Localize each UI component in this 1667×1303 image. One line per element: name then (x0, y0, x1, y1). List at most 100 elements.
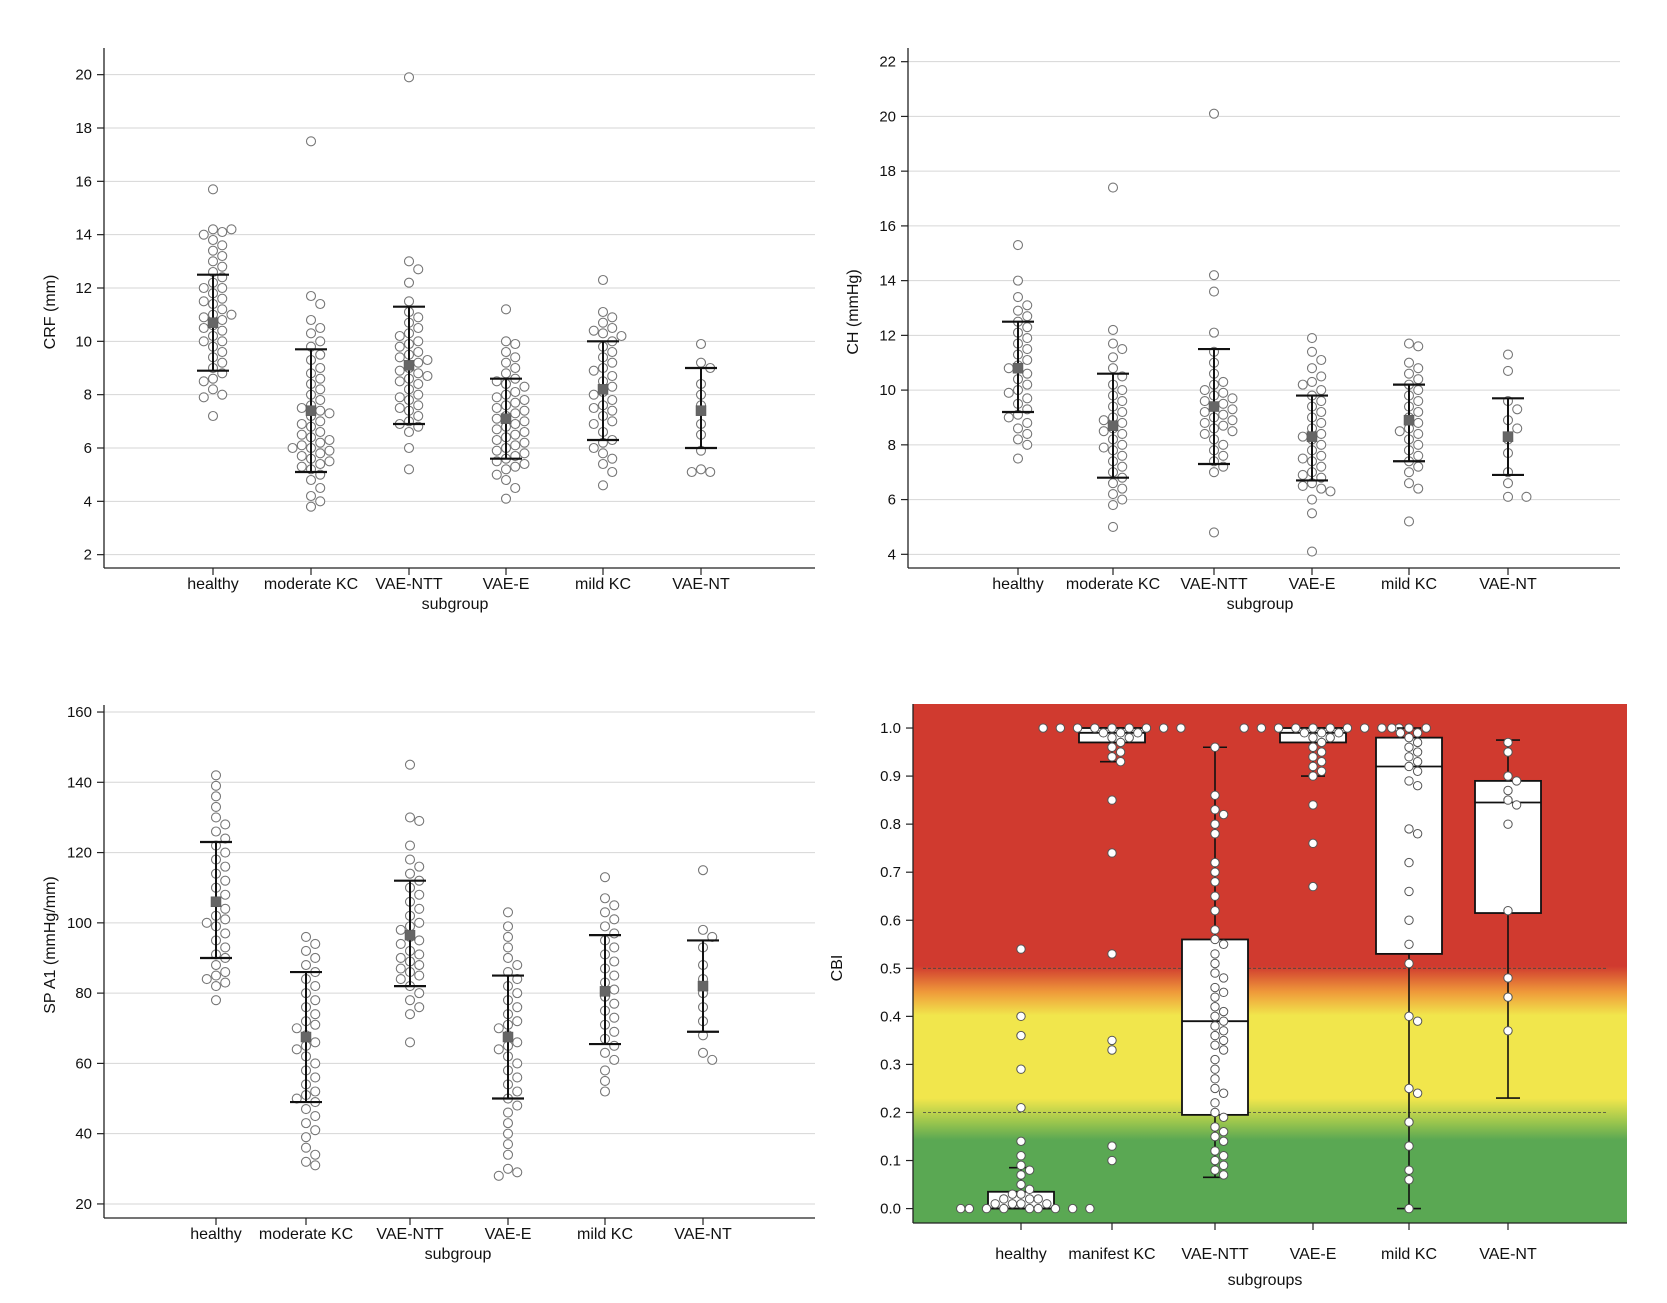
cbi-vae-e-point (1256, 723, 1267, 733)
cbi-healthy-point (1024, 1194, 1035, 1204)
crf-healthy-point (207, 234, 219, 246)
ch-vae-e-point (1316, 385, 1327, 396)
cbi-vae-e-point (1316, 766, 1327, 776)
ch-healthy-point (1022, 322, 1033, 333)
spa1-mild-kc-point (609, 984, 620, 995)
cbi-vae-nt-group (1474, 737, 1542, 1099)
ch-category-label-moderate-kc: moderate KC (1066, 576, 1160, 593)
cbi-vae-ntt-point (1210, 905, 1220, 916)
ch-vae-ntt-point (1199, 428, 1210, 439)
ch-healthy-point (1012, 275, 1024, 286)
cbi-mild-kc-point (1412, 728, 1423, 738)
spa1-vae-e-point (493, 1023, 504, 1034)
crf-healthy-point (198, 296, 209, 307)
crf-healthy-point (217, 336, 228, 347)
crf-moderate-kc-point (315, 458, 326, 470)
crf-mild-kc-point (607, 322, 618, 334)
spa1-mild-kc-point (609, 1012, 620, 1023)
cbi-manifest-kc-point (1072, 723, 1083, 733)
crf-vae-ntt-point (413, 264, 424, 275)
cbi-healthy-point (1016, 1160, 1026, 1171)
crf-healthy-point (217, 304, 228, 315)
ch-mild-kc-point (1413, 363, 1424, 374)
crf-vae-e-point (500, 357, 512, 368)
cbi-vae-e-point (1308, 771, 1318, 781)
ch-vae-nt-point (1502, 491, 1514, 502)
ch-y-tick-label: 8 (888, 437, 896, 454)
cbi-manifest-kc-point (1107, 949, 1117, 959)
ch-healthy-point (1022, 439, 1033, 450)
crf-moderate-kc-point (315, 349, 326, 360)
crf-vae-ntt-point (422, 354, 433, 366)
ch-healthy-point (1012, 240, 1024, 251)
spa1-vae-ntt-mean-marker (404, 929, 416, 941)
spa1-moderate-kc-point (310, 1019, 321, 1030)
crf-category-label-vae-e: VAE-E (483, 576, 530, 593)
spa1-mild-kc-point (609, 928, 620, 939)
crf-moderate-kc-point (315, 437, 326, 448)
cbi-vae-e-point (1308, 742, 1318, 752)
ch-mild-kc-point (1403, 338, 1415, 349)
cbi-vae-ntt-point (1218, 1045, 1229, 1055)
ch-vae-ntt-point (1227, 393, 1238, 404)
spa1-vae-e-point (502, 952, 514, 964)
ch-healthy-point (1022, 417, 1033, 428)
ch-y-tick-label: 14 (879, 273, 896, 290)
cbi-vae-e-point (1239, 723, 1249, 733)
ch-vae-nt-point (1512, 423, 1523, 434)
spa1-healthy-point (210, 826, 222, 837)
crf-vae-e-point (510, 408, 521, 419)
ch-vae-ntt-point (1218, 409, 1229, 420)
cbi-vae-e-point (1359, 723, 1370, 733)
spa1-moderate-kc-point (300, 959, 312, 971)
crf-y-tick-label: 12 (75, 280, 92, 297)
ch-moderate-kc-point (1107, 338, 1119, 349)
ch-vae-nt-point (1521, 491, 1532, 502)
cbi-vae-e-point (1291, 723, 1301, 733)
crf-x-axis-title: subgroup (422, 596, 489, 613)
crf-vae-ntt-point (403, 426, 415, 438)
crf-y-tick-label: 16 (75, 173, 92, 190)
crf-moderate-kc-point (305, 314, 317, 326)
cbi-y-tick-label: 0.1 (880, 1153, 901, 1170)
cbi-vae-e-point (1377, 723, 1387, 733)
crf-vae-e-point (510, 482, 521, 494)
cbi-mild-kc-point (1412, 780, 1423, 791)
crf-y-tick-label: 10 (75, 333, 92, 350)
cbi-vae-ntt-point (1210, 1165, 1220, 1175)
spa1-vae-e-mean-marker (502, 1031, 514, 1043)
cbi-vae-ntt-point (1218, 1006, 1229, 1017)
crf-moderate-kc-point (296, 418, 307, 430)
crf-vae-e-point (519, 426, 530, 438)
cbi-vae-ntt-point (1210, 805, 1220, 815)
ch-mild-kc-point (1413, 483, 1424, 494)
crf-vae-e-point (510, 352, 521, 363)
crf-mild-kc-point (607, 357, 618, 368)
crf-vae-e-point (510, 429, 521, 440)
crf-vae-ntt-point (413, 312, 424, 323)
ch-mild-kc-point (1413, 406, 1424, 418)
spa1-vae-nt-mean-marker (697, 980, 709, 992)
ch-category-label-vae-nt: VAE-NT (1479, 576, 1537, 593)
crf-y-tick-label: 8 (84, 387, 92, 404)
cbi-manifest-kc-point (1141, 723, 1152, 733)
cbi-vae-ntt-point (1218, 1126, 1229, 1137)
ch-y-tick-label: 22 (879, 54, 896, 71)
ch-vae-nt-point (1502, 478, 1514, 489)
ch-mild-kc-point (1403, 357, 1415, 368)
ch-moderate-kc-point (1117, 428, 1128, 439)
cbi-manifest-kc-point (1107, 1035, 1117, 1046)
cbi-vae-ntt-point (1210, 925, 1220, 935)
spa1-mild-kc-mean-marker (599, 986, 611, 997)
crf-moderate-kc-point (305, 501, 317, 512)
ch-vae-ntt-point (1227, 404, 1238, 415)
cbi-mild-kc-point (1404, 1011, 1414, 1022)
cbi-manifest-kc-point (1115, 756, 1126, 767)
cbi-vae-nt-point (1511, 776, 1522, 786)
cbi-vae-ntt-point (1210, 1146, 1220, 1156)
crf-mild-kc-point (597, 317, 609, 328)
ch-mild-kc-point (1413, 417, 1424, 428)
cbi-manifest-kc-point (1133, 728, 1143, 738)
cbi-y-tick-label: 0.9 (880, 768, 901, 785)
cbi-vae-ntt-point (1218, 939, 1229, 949)
